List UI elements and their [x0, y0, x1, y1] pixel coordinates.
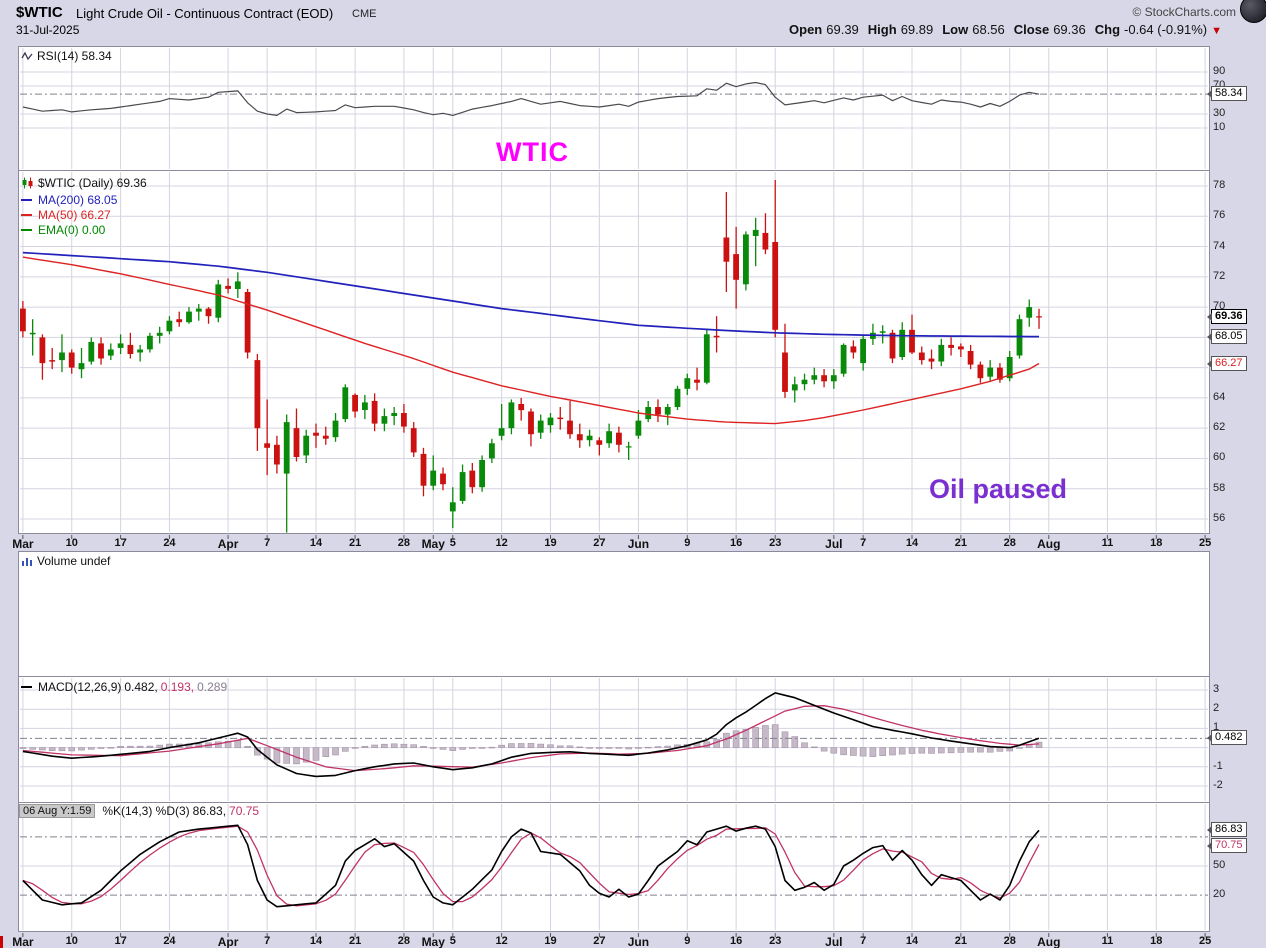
high-label: High: [867, 22, 897, 37]
ma50-legend: MA(50) 66.27: [21, 208, 111, 222]
change-label: Chg: [1094, 22, 1121, 37]
wtic-watermark: WTIC: [496, 137, 569, 167]
rsi-panel: [18, 46, 1210, 171]
volume-legend: Volume undef: [21, 554, 110, 568]
ma200-swatch-icon: [21, 199, 32, 201]
macd-panel: [18, 676, 1210, 803]
macd-swatch-icon: [21, 686, 32, 688]
macd-value-line: 0.482,: [124, 680, 158, 694]
rsi-legend-text: RSI(14) 58.34: [37, 49, 112, 63]
open-value: 69.39: [826, 22, 859, 37]
ma200-legend: MA(200) 68.05: [21, 193, 117, 207]
ema-legend-text: EMA(0) 0.00: [38, 223, 106, 237]
macd-legend: MACD(12,26,9) 0.482, 0.193, 0.289: [21, 680, 227, 694]
close-label: Close: [1013, 22, 1050, 37]
ma50-swatch-icon: [21, 214, 32, 216]
ema-legend: EMA(0) 0.00: [21, 223, 105, 237]
price-legend-text: $WTIC (Daily) 69.36: [38, 176, 147, 190]
rsi-icon: [21, 50, 33, 62]
oil-paused-annotation: Oil paused: [929, 474, 1068, 504]
volume-bars-icon: [21, 555, 33, 567]
ohlc-readout: Open 69.39 High 69.89 Low 68.56 Close 69.36 Chg -…: [789, 22, 1222, 37]
candlestick-icon: [21, 177, 34, 189]
close-value: 69.36: [1053, 22, 1086, 37]
macd-legend-name: MACD(12,26,9): [38, 680, 122, 694]
price-panel: [18, 170, 1210, 534]
stoch-value-k: 86.83,: [192, 804, 227, 818]
low-label: Low: [942, 22, 969, 37]
ma200-legend-text: MA(200) 68.05: [38, 193, 118, 207]
chart-date: 31-Jul-2025: [16, 23, 80, 37]
crosshair-tooltip: 06 Aug Y:1.59: [19, 804, 96, 818]
exchange-label: CME: [352, 8, 377, 20]
macd-value-signal: 0.193,: [160, 680, 195, 694]
rsi-legend: RSI(14) 58.34: [21, 49, 112, 63]
open-label: Open: [789, 22, 823, 37]
stoch-panel: [18, 802, 1210, 932]
ma50-legend-text: MA(50) 66.27: [38, 208, 111, 222]
high-value: 69.89: [900, 22, 934, 37]
change-down-icon[interactable]: ▼: [1211, 25, 1222, 37]
stoch-legend: 06 Aug Y:1.59 %K(14,3) %D(3) 86.83, 70.7…: [19, 804, 259, 818]
low-value: 68.56: [972, 22, 1005, 37]
change-value: -0.64 (-0.91%): [1124, 22, 1208, 37]
ema-swatch-icon: [21, 229, 32, 231]
macd-value-hist: 0.289: [197, 680, 228, 694]
copyright-label: © StockCharts.com: [1132, 5, 1236, 19]
stoch-value-d: 70.75: [229, 804, 260, 818]
edge-marker: [0, 936, 3, 948]
instrument-title: Light Crude Oil - Continuous Contract (E…: [76, 6, 334, 21]
symbol-title: $WTIC: [16, 4, 63, 21]
browser-badge-icon[interactable]: [1240, 0, 1266, 23]
price-legend-symbol: $WTIC (Daily) 69.36: [21, 176, 147, 190]
volume-legend-text: Volume undef: [37, 554, 111, 568]
stoch-legend-name: %K(14,3) %D(3): [102, 804, 190, 818]
